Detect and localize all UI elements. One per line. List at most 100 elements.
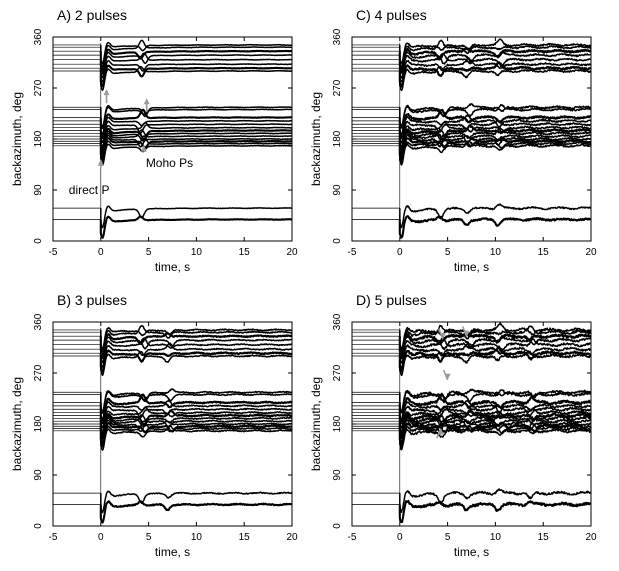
annotation-arrow-head	[463, 330, 470, 337]
x-tick-label: -5	[348, 532, 357, 543]
y-tick-label: 180	[33, 415, 44, 432]
y-tick-label: 90	[33, 184, 44, 196]
y-tick-label: 0	[33, 523, 44, 529]
y-tick-label: 90	[332, 469, 343, 481]
x-axis-label: time, s	[155, 260, 190, 274]
trace	[100, 405, 292, 429]
y-axis-label: backazimuth, deg	[309, 92, 323, 186]
trace	[399, 322, 591, 350]
trace	[100, 65, 292, 91]
trace	[100, 205, 292, 229]
trace	[100, 399, 292, 425]
trace	[99, 127, 292, 151]
trace	[100, 39, 292, 68]
trace	[100, 324, 292, 353]
trace	[399, 127, 591, 153]
panel-4: D) 5 pulses -5 0 5 10 15 20 0 90 180 270 360 time, s…	[309, 292, 597, 559]
x-tick-label: 0	[98, 247, 104, 258]
trace	[398, 108, 591, 138]
x-tick-label: 20	[286, 247, 298, 258]
trace	[100, 135, 292, 163]
trace	[399, 103, 591, 129]
x-tick-label: 0	[397, 247, 403, 258]
x-tick-label: 0	[98, 532, 104, 543]
trace	[99, 331, 292, 357]
trace	[99, 500, 292, 524]
x-tick-label: 10	[490, 247, 502, 258]
x-tick-label: 10	[191, 247, 203, 258]
y-tick-label: 180	[332, 415, 343, 432]
annotation-arrow-head	[140, 144, 147, 152]
trace	[398, 47, 591, 72]
x-axis-label: time, s	[454, 545, 489, 559]
trace	[398, 499, 591, 524]
x-tick-label: 20	[585, 247, 597, 258]
trace	[398, 392, 591, 423]
trace	[100, 419, 292, 443]
trace	[399, 413, 591, 440]
trace	[99, 64, 292, 88]
trace	[100, 415, 292, 439]
trace	[399, 121, 591, 149]
trace	[99, 215, 292, 239]
y-axis-label: backazimuth, deg	[10, 377, 24, 471]
trace	[99, 349, 292, 373]
trace	[399, 128, 591, 155]
trace	[99, 137, 292, 161]
trace	[399, 341, 591, 370]
y-tick-label: 90	[332, 184, 343, 196]
trace	[100, 326, 292, 350]
trace	[100, 337, 292, 364]
trace	[398, 124, 591, 151]
y-tick-label: 0	[332, 523, 343, 529]
trace	[398, 136, 591, 162]
y-tick-label: 90	[33, 469, 44, 481]
traces	[53, 324, 292, 524]
trace	[100, 122, 292, 148]
y-tick-label: 270	[33, 79, 44, 96]
trace	[100, 52, 292, 79]
annotation-arrow-head	[437, 428, 444, 435]
x-tick-label: 10	[191, 532, 203, 543]
x-tick-label: 15	[538, 247, 550, 258]
trace	[399, 419, 591, 443]
trace	[399, 399, 591, 425]
annotation-arrow-head	[143, 98, 150, 105]
trace	[398, 332, 591, 357]
trace	[100, 490, 292, 514]
trace	[100, 388, 292, 412]
trace	[100, 104, 292, 128]
trace	[398, 61, 591, 88]
y-axis-label: backazimuth, deg	[10, 92, 24, 186]
trace	[399, 388, 591, 412]
y-tick-label: 180	[33, 130, 44, 147]
panel-title: B) 3 pulses	[57, 292, 127, 308]
y-tick-label: 270	[332, 79, 343, 96]
x-tick-label: 15	[239, 247, 251, 258]
annotation-arrow-head	[103, 89, 110, 96]
trace	[100, 143, 292, 166]
trace	[399, 39, 591, 68]
panel-1: A) 2 pulses -5 0 5 10 15 20 0 90 180 270 360 time, s…	[10, 7, 298, 274]
x-tick-label: 20	[585, 532, 597, 543]
panel-2: C) 4 pulses -5 0 5 10 15 20 0 90 180 270 360 time, s…	[309, 7, 597, 274]
x-tick-label: -5	[348, 247, 357, 258]
trace	[100, 391, 292, 414]
annotation-arrow-head	[444, 373, 451, 380]
x-tick-label: -5	[49, 532, 58, 543]
trace	[99, 393, 292, 422]
y-tick-label: 270	[332, 364, 343, 381]
x-tick-label: 5	[445, 532, 451, 543]
trace	[399, 134, 591, 163]
trace	[100, 420, 292, 448]
trace	[100, 406, 292, 433]
trace	[100, 120, 292, 144]
panel-title: A) 2 pulses	[57, 7, 127, 23]
x-tick-label: 10	[490, 532, 502, 543]
traces	[352, 38, 591, 239]
trace	[100, 106, 292, 130]
x-tick-label: 15	[239, 532, 251, 543]
trace	[99, 48, 292, 72]
trace	[398, 409, 591, 436]
